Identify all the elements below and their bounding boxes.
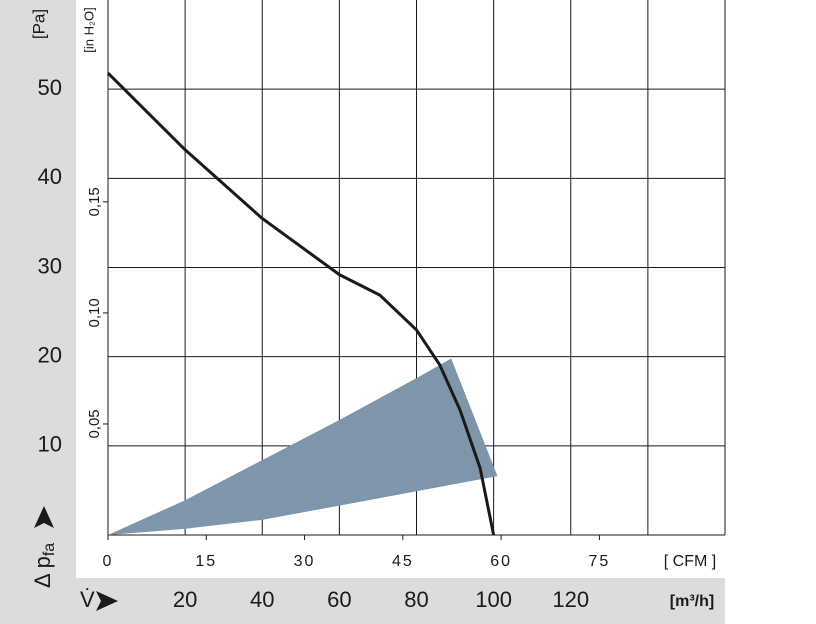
x2-tick-label: 0 — [103, 553, 114, 570]
y-tick-label: 40 — [38, 164, 62, 189]
curve — [106, 72, 496, 536]
x2-tick-label: 75 — [589, 553, 611, 570]
x2-tick-label: 45 — [392, 553, 414, 570]
y-tick-label: 10 — [38, 432, 62, 457]
x2-unit: [ CFM ] — [664, 553, 716, 570]
y-tick-label: 30 — [38, 253, 62, 278]
y2-tick-label: 0,10 — [86, 298, 103, 327]
y2-tick-label: 0,15 — [86, 187, 103, 216]
y-tick-label: 20 — [38, 342, 62, 367]
y-unit: [Pa] — [29, 9, 48, 39]
operating-range — [108, 358, 498, 535]
y2-unit: [in H₂O] — [81, 7, 96, 53]
bottom-band — [76, 578, 725, 624]
y-tick-label: 50 — [38, 75, 62, 100]
y-label-sub: fa — [41, 543, 58, 556]
y-label: Δ pfa — [30, 506, 58, 588]
y-arrow — [34, 506, 54, 528]
x-tick-label: 80 — [404, 587, 428, 612]
x2-tick-label: 15 — [195, 553, 217, 570]
x-label: V̇ — [80, 587, 95, 612]
x-tick-label: 120 — [552, 587, 589, 612]
x2-tick-label: 60 — [490, 553, 512, 570]
x2-tick-label: 30 — [294, 553, 316, 570]
x-tick-label: 20 — [173, 587, 197, 612]
y-label-text: Δ pfa — [30, 543, 58, 588]
x-tick-label: 60 — [327, 587, 351, 612]
x-tick-label: 100 — [475, 587, 512, 612]
x-tick-label: 40 — [250, 587, 274, 612]
x-arrow — [96, 591, 118, 611]
x-unit: [m³/h] — [670, 593, 714, 610]
y-label-main: Δ p — [30, 556, 55, 588]
y2-tick-label: 0,05 — [86, 409, 103, 438]
